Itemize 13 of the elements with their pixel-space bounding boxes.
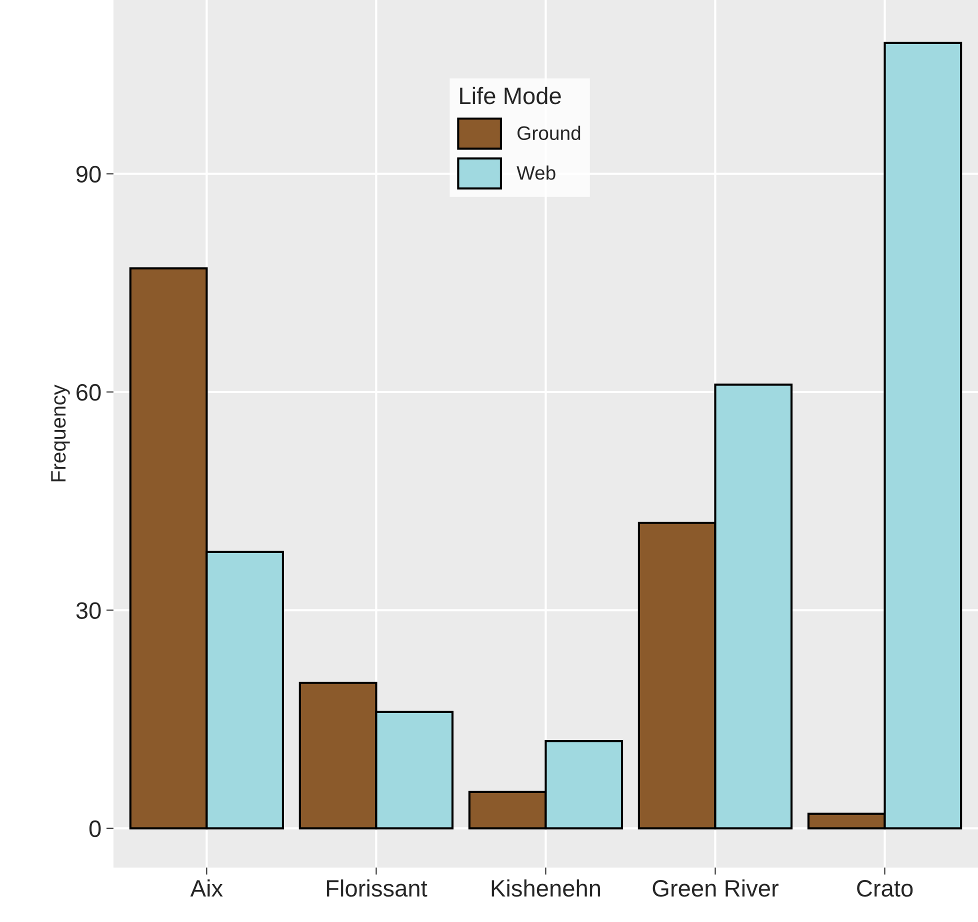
- legend-label: Web: [516, 166, 556, 180]
- x-tick-label: Green River: [652, 879, 778, 897]
- x-tick-label: Crato: [857, 880, 913, 897]
- x-tick-label: Aix: [190, 879, 223, 897]
- y-axis-title: Frequency: [51, 384, 70, 482]
- y-tick-label: 60: [76, 384, 101, 401]
- y-tick-label: 90: [76, 166, 101, 183]
- legend-label: Ground: [518, 126, 580, 140]
- legend-title: Life Mode: [460, 86, 561, 104]
- y-tick-label: 0: [89, 820, 101, 838]
- x-tick-label: Florissant: [326, 879, 428, 897]
- x-tick-label: Kishenehn: [492, 879, 600, 897]
- y-tick-label: 30: [76, 602, 101, 619]
